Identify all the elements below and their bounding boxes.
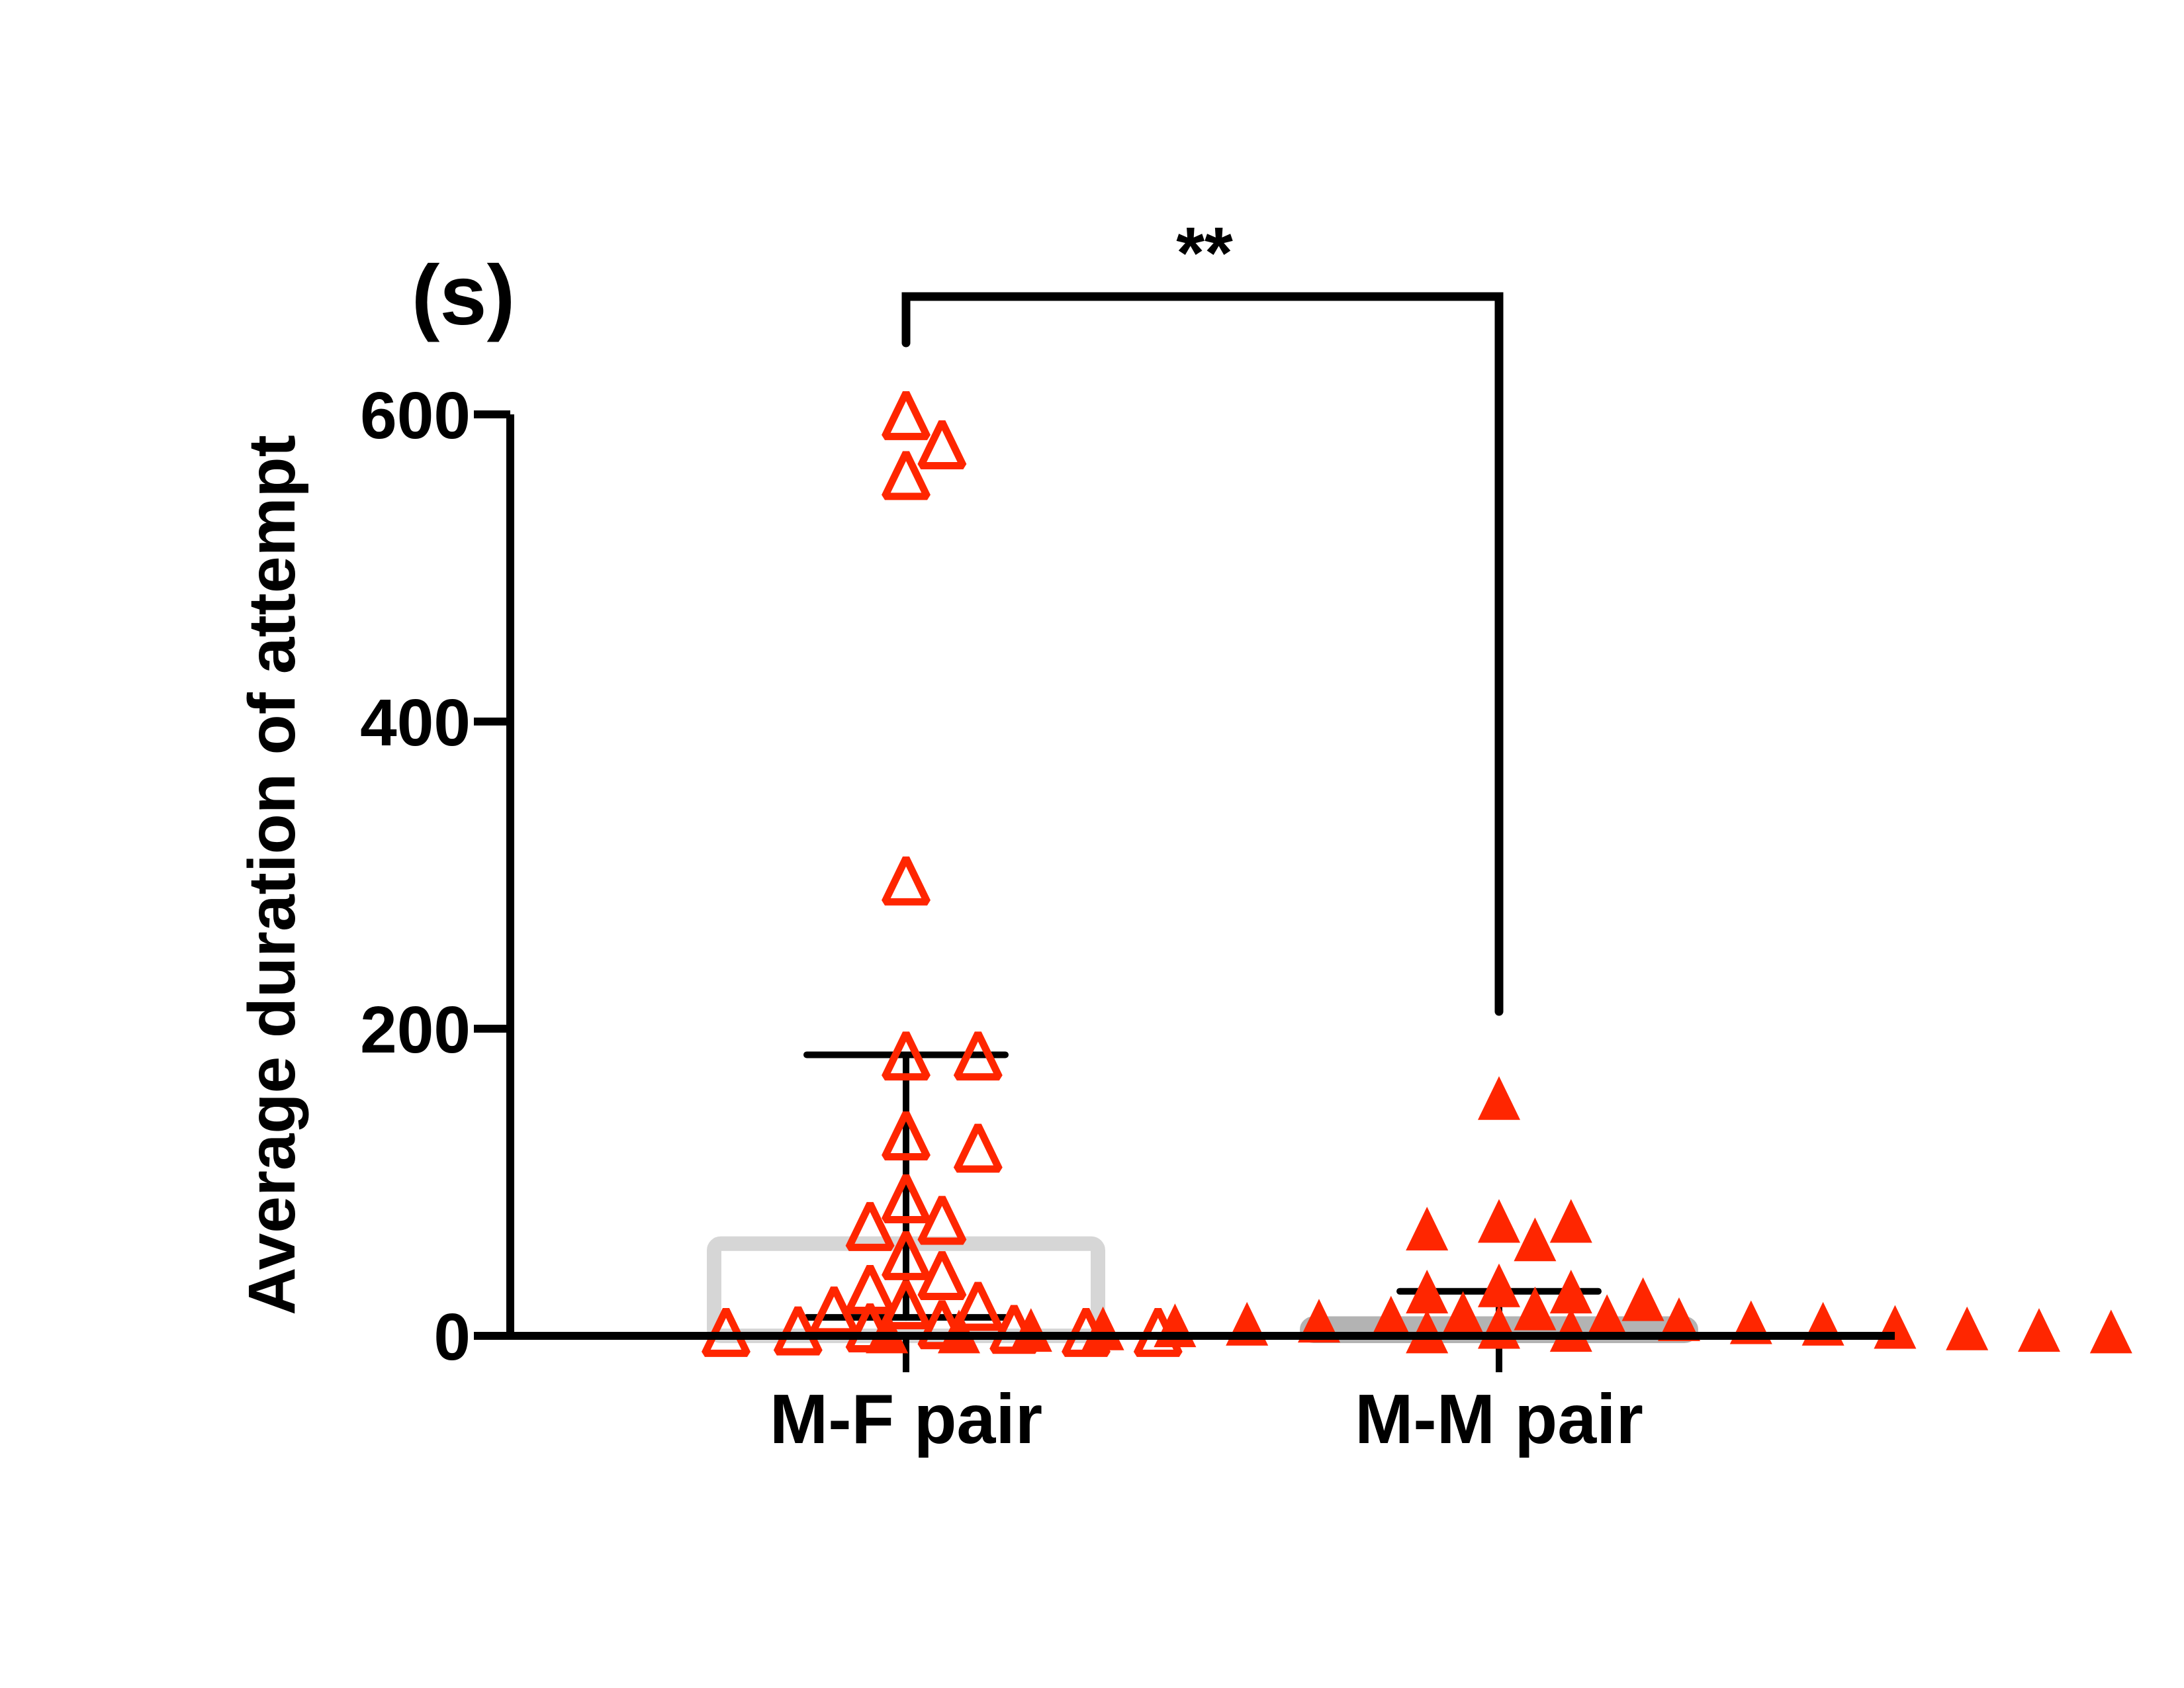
x-tick-label-mm: M-M pair [1355,1380,1643,1458]
data-point-open-triangle [702,1308,751,1357]
data-point-filled-triangle [2089,1309,2132,1354]
significance-bracket-line [901,292,1504,1016]
axes [506,414,1895,1340]
data-point-open-triangle [953,1123,1003,1173]
data-point-open-triangle [882,1174,931,1224]
y-axis-label: Average duration of attempt [235,435,309,1315]
data-point-open-triangle [953,1031,1003,1081]
y-tick-label: 0 [433,1300,471,1374]
data-point-filled-triangle [1586,1294,1629,1338]
data-point-open-triangle [882,1231,931,1280]
data-point-filled-triangle [1658,1297,1700,1341]
y-axis-unit: (s) [412,248,515,343]
data-points [702,391,2132,1357]
data-point-filled-triangle [1406,1270,1449,1314]
data-point-filled-triangle [2018,1308,2060,1352]
data-point-open-triangle [882,451,931,500]
y-tick-label: 600 [360,379,471,453]
data-point-open-triangle [882,1280,931,1330]
x-tick-label-mf: M-F pair [770,1380,1042,1458]
data-point-open-triangle [882,1111,931,1160]
data-point-open-triangle [917,1196,967,1245]
data-point-filled-triangle [1549,1270,1592,1314]
data-point-filled-triangle [1946,1306,1989,1350]
data-point-filled-triangle [1478,1263,1520,1307]
data-point-open-triangle [845,1201,895,1251]
error-bar [803,1051,1009,1372]
significance-label: ** [1176,212,1233,294]
significance-bracket [901,292,1504,1016]
data-point-filled-triangle [1478,1199,1520,1243]
data-point-filled-triangle [1441,1291,1484,1335]
data-point-filled-triangle [1514,1286,1557,1331]
data-point-open-triangle [953,1282,1003,1331]
data-point-filled-triangle [1406,1206,1449,1250]
data-point-filled-triangle [1621,1277,1664,1321]
data-point-filled-triangle [1874,1305,1917,1349]
data-point-filled-triangle [1514,1217,1557,1262]
data-point-filled-triangle [1478,1076,1520,1120]
data-point-open-triangle [882,856,931,906]
data-point-filled-triangle [866,1309,909,1354]
data-point-filled-triangle [938,1309,980,1354]
data-point-open-triangle [882,1031,931,1081]
data-point-filled-triangle [1009,1308,1052,1352]
data-point-open-triangle [917,420,967,469]
data-point-open-triangle [882,391,931,440]
y-tick-label: 400 [360,686,471,760]
data-point-open-triangle [917,1251,967,1301]
data-point-open-triangle [773,1306,823,1356]
y-ticks: 0 200 400 600 [360,379,510,1374]
data-point-filled-triangle [1406,1309,1449,1354]
data-point-filled-triangle [1369,1295,1412,1340]
data-point-filled-triangle [1549,1199,1592,1243]
data-point-filled-triangle [1549,1308,1592,1352]
data-point-open-triangle [809,1286,859,1336]
data-point-filled-triangle [1298,1299,1340,1343]
y-tick-label: 200 [360,993,471,1067]
